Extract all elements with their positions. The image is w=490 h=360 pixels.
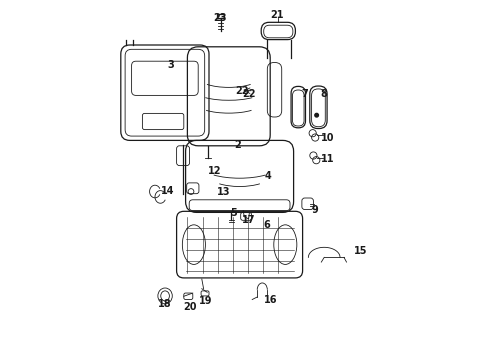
Text: 14: 14	[161, 186, 174, 196]
Text: 8: 8	[321, 89, 328, 99]
Text: 15: 15	[353, 246, 367, 256]
Text: 16: 16	[264, 294, 277, 305]
Text: 19: 19	[199, 296, 213, 306]
Text: 12: 12	[208, 166, 221, 176]
Text: 23: 23	[213, 13, 226, 23]
Text: 20: 20	[184, 302, 197, 312]
Text: 18: 18	[158, 299, 172, 309]
Text: 17: 17	[242, 215, 255, 225]
Text: 3: 3	[168, 60, 174, 70]
Text: 7: 7	[301, 89, 308, 99]
Text: 22: 22	[242, 89, 255, 99]
Text: 10: 10	[321, 132, 335, 143]
Text: 6: 6	[263, 220, 270, 230]
Text: 2: 2	[234, 140, 241, 150]
Text: 22: 22	[235, 86, 248, 96]
Text: 13: 13	[217, 186, 230, 197]
Text: 5: 5	[230, 208, 237, 218]
Text: 11: 11	[321, 154, 335, 164]
Circle shape	[315, 113, 318, 117]
Text: 21: 21	[270, 10, 284, 20]
Text: 4: 4	[265, 171, 272, 181]
Text: 9: 9	[312, 204, 318, 215]
